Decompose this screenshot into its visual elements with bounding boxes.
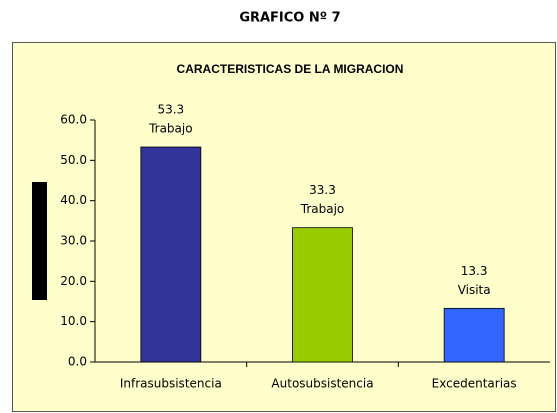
data-label: 53.3: [157, 103, 184, 117]
annotation: Trabajo: [300, 202, 345, 216]
bar: [140, 146, 202, 363]
x-tick-label: Autosubsistencia: [271, 377, 373, 391]
y-tick-label: 30.0: [60, 234, 87, 248]
x-tick-label: Infrasubsistencia: [120, 377, 222, 391]
y-tick-label: 50.0: [60, 153, 87, 167]
chart-title: CARACTERISTICAS DE LA MIGRACION: [177, 62, 404, 76]
y-tick-label: 40.0: [60, 193, 87, 207]
annotation: Visita: [458, 283, 491, 297]
data-label: 33.3: [309, 183, 336, 197]
y-tick-label: 20.0: [60, 274, 87, 288]
page-header: GRAFICO Nº 7: [239, 11, 340, 26]
data-label: 13.3: [461, 264, 488, 278]
y-tick-label: 10.0: [60, 314, 87, 328]
annotation: Trabajo: [148, 122, 193, 136]
y-tick-label: 60.0: [60, 113, 87, 127]
bar: [292, 227, 353, 363]
x-tick-label: Excedentarias: [432, 377, 517, 391]
bar: [443, 307, 505, 363]
redacted-axis-label: [32, 182, 47, 300]
y-tick-label: 0.0: [68, 355, 87, 369]
plot: 0.0 10.0 20.0 30.0 40.0 50.0 60.0 Infrasubsiste…: [60, 103, 550, 391]
